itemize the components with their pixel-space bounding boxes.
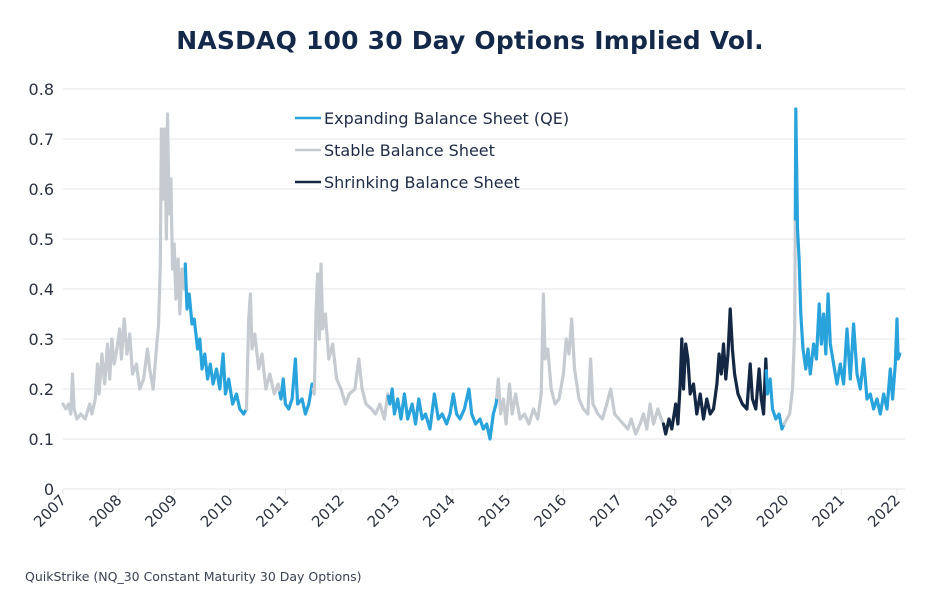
- y-tick-label: 0.4: [29, 280, 54, 299]
- x-tick-label: 2015: [475, 491, 515, 531]
- legend-label-stable: Stable Balance Sheet: [324, 141, 495, 160]
- gridlines: [63, 88, 905, 490]
- series-lines: [61, 107, 902, 441]
- y-tick-label: 0.8: [29, 80, 54, 99]
- legend-label-expanding: Expanding Balance Sheet (QE): [324, 109, 569, 128]
- x-tick-label: 2017: [586, 491, 626, 531]
- series-segment-stable: [244, 292, 282, 411]
- series-segment-expanding: [793, 107, 902, 416]
- x-tick-label: 2010: [197, 491, 237, 531]
- x-tick-label: 2007: [30, 491, 70, 531]
- x-tick-label: 2011: [252, 491, 292, 531]
- chart-title: NASDAQ 100 30 Day Options Implied Vol.: [176, 26, 764, 55]
- series-segment-stable: [61, 112, 187, 421]
- x-tick-label: 2016: [530, 491, 570, 531]
- x-tick-label: 2012: [308, 491, 348, 531]
- x-tick-label: 2022: [864, 491, 904, 531]
- series-segment-expanding: [278, 357, 315, 416]
- x-tick-label: 2008: [86, 491, 126, 531]
- x-tick-label: 2020: [753, 491, 793, 531]
- x-tick-label: 2013: [364, 491, 404, 531]
- y-axis: 0 0.1 0.2 0.3 0.4 0.5 0.6 0.7 0.8: [29, 80, 54, 499]
- x-tick-label: 2019: [697, 491, 737, 531]
- legend-label-shrinking: Shrinking Balance Sheet: [324, 173, 520, 192]
- series-segment-expanding: [764, 369, 786, 431]
- y-tick-label: 0.2: [29, 380, 54, 399]
- series-segment-shrinking: [661, 307, 768, 436]
- x-tick-label: 2018: [642, 491, 682, 531]
- x-tick-label: 2014: [419, 491, 459, 531]
- y-tick-label: 0.1: [29, 430, 54, 449]
- series-segment-stable: [782, 217, 797, 426]
- x-tick-label: 2021: [808, 491, 848, 531]
- y-tick-label: 0.6: [29, 180, 54, 199]
- series-segment-stable: [495, 292, 666, 436]
- series-segment-expanding: [386, 387, 499, 441]
- y-tick-label: 0: [44, 480, 54, 499]
- y-tick-label: 0.7: [29, 130, 54, 149]
- series-segment-expanding: [183, 262, 249, 416]
- x-axis: 2007 2008 2009 2010 2011 2012 2013 2014 2015 2016…: [30, 489, 904, 531]
- legend: Expanding Balance Sheet (QE) Stable Balan…: [295, 109, 569, 192]
- series-segment-stable: [311, 262, 390, 421]
- source-note: QuikStrike (NQ_30 Constant Maturity 30 D…: [25, 569, 362, 584]
- y-tick-label: 0.5: [29, 230, 54, 249]
- y-tick-label: 0.3: [29, 330, 54, 349]
- x-tick-label: 2009: [141, 491, 181, 531]
